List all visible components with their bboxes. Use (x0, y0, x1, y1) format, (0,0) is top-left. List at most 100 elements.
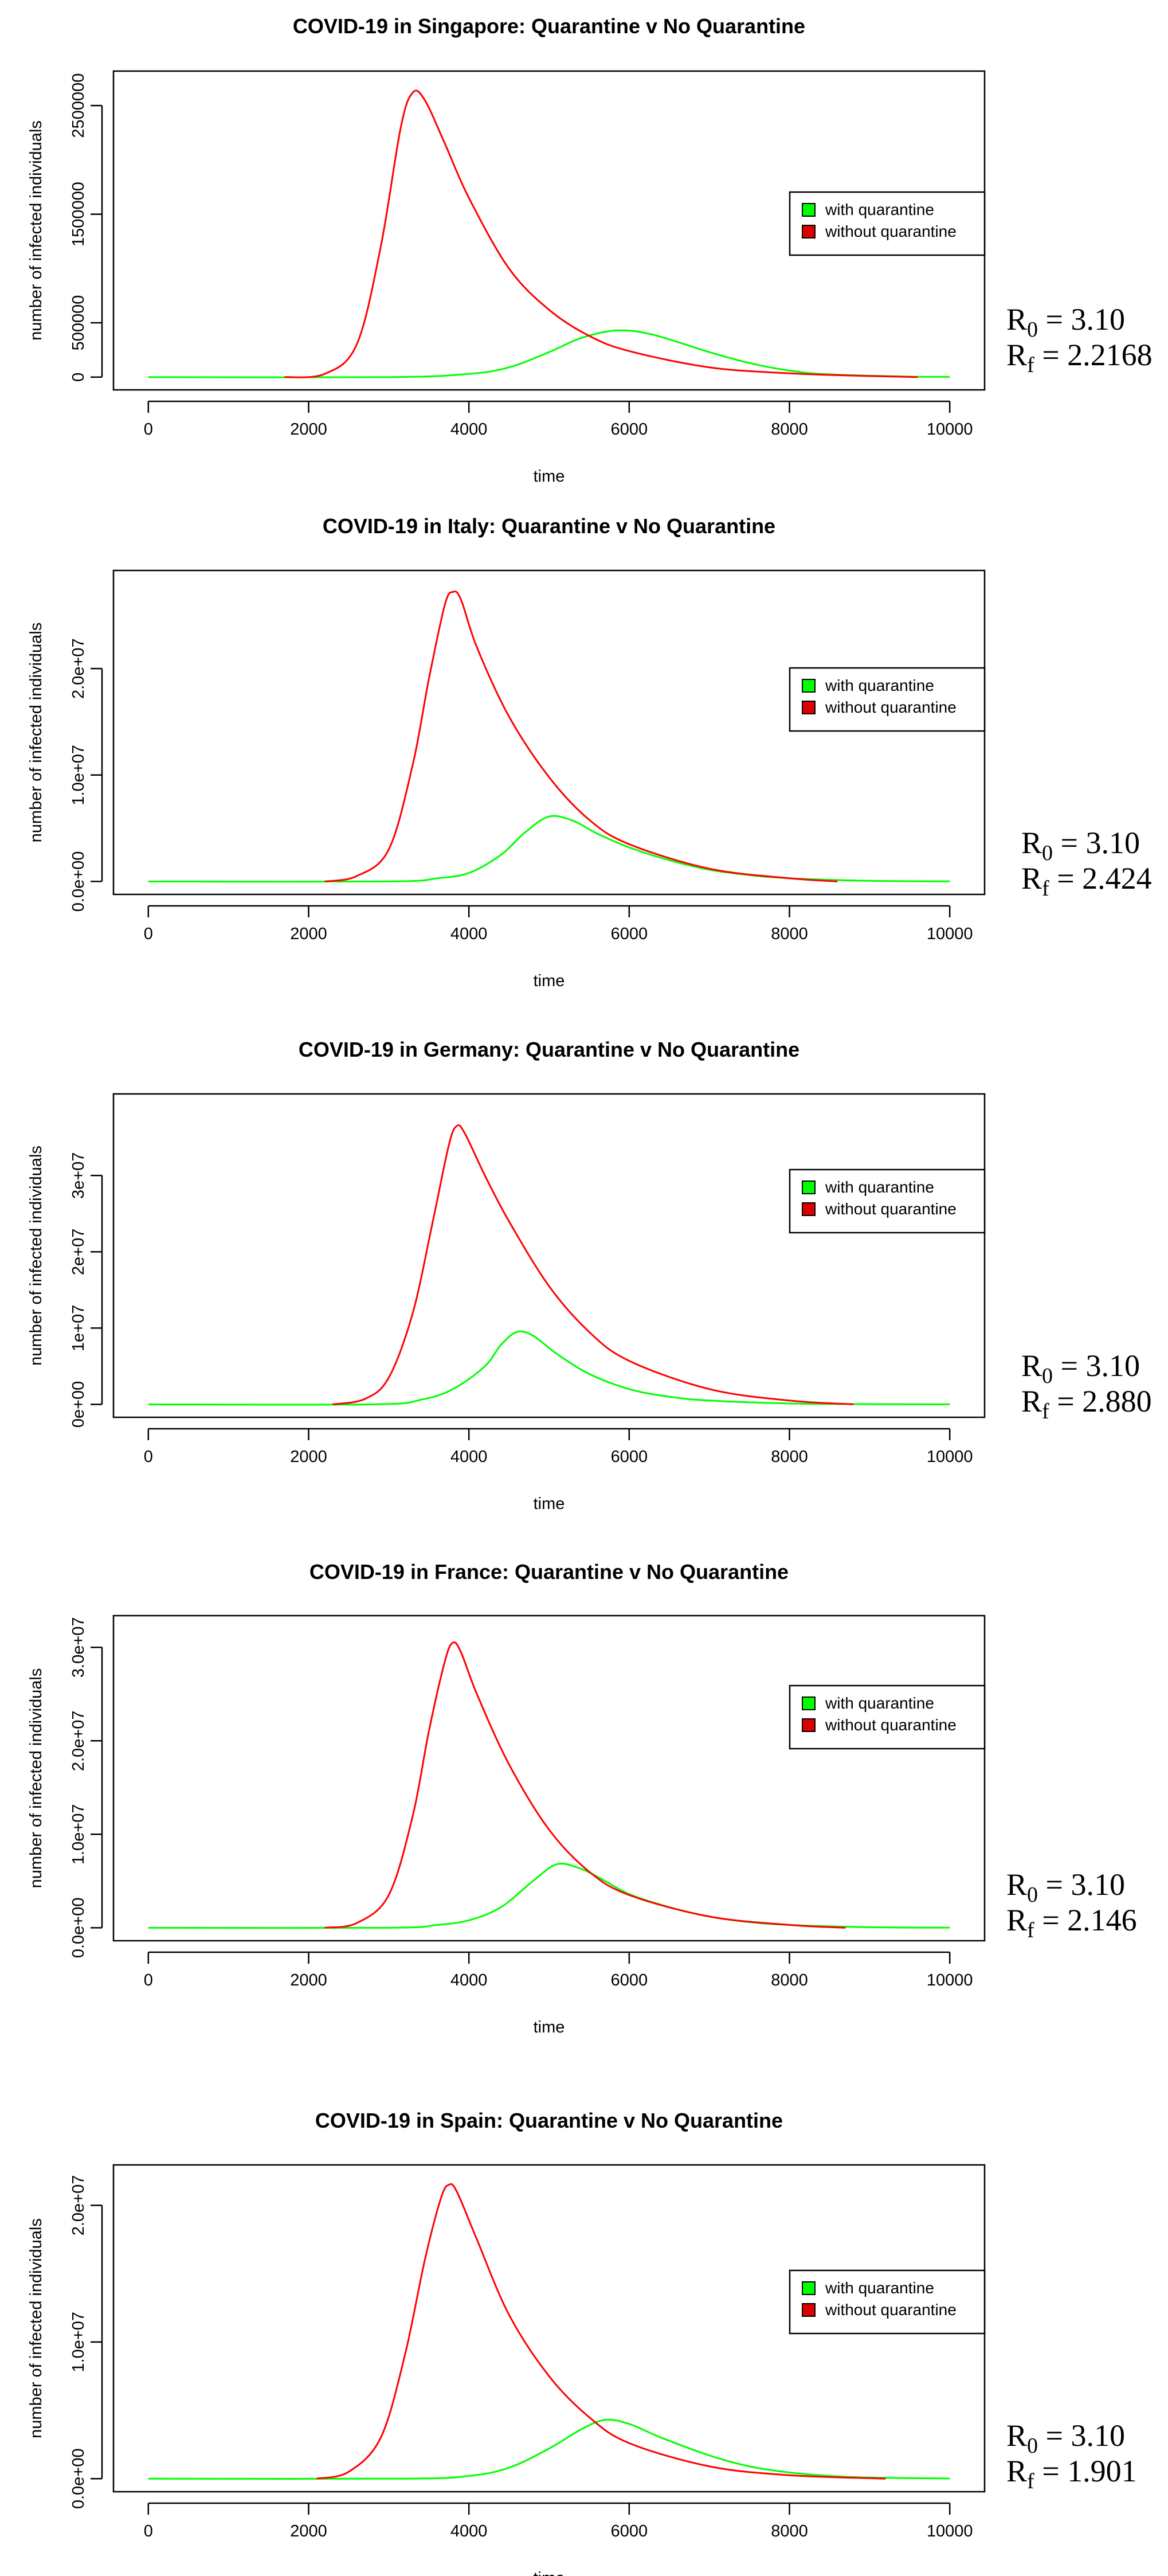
legend: with quarantine without quarantine (789, 1168, 986, 1234)
x-axis: 0 2000 4000 6000 8000 10000 (144, 400, 973, 439)
legend-swatch (802, 1718, 816, 1732)
y-axis: 0e+00 1e+07 2e+07 3e+07 (69, 1152, 103, 1428)
x-tick-label: 10000 (927, 1971, 973, 1989)
series-line-with-quarantine (148, 2418, 950, 2480)
chart-panel-4: COVID-19 in Spain: Quarantine v No Quara… (27, 2109, 1137, 2576)
y-tick-label: 0 (69, 373, 88, 382)
chart-title: COVID-19 in France: Quarantine v No Quar… (309, 1560, 789, 1584)
x-tick-label: 2000 (290, 2522, 327, 2540)
legend-swatch (802, 1202, 816, 1216)
x-axis-label: time (534, 2018, 565, 2036)
y-tick-label: 500000 (69, 295, 88, 351)
x-axis-label: time (534, 972, 565, 990)
x-tick-label: 10000 (927, 925, 973, 943)
y-tick-label: 2.0e+07 (69, 1710, 88, 1771)
legend: with quarantine without quarantine (789, 2269, 986, 2335)
y-axis: 0.0e+00 1.0e+07 2.0e+07 (69, 638, 103, 912)
r0-value: = 3.10 (1038, 2418, 1125, 2453)
chart-title: COVID-19 in Singapore: Quarantine v No Q… (293, 14, 805, 38)
chart-title: COVID-19 in Italy: Quarantine v No Quara… (323, 514, 775, 538)
r0-subscript: 0 (1042, 1364, 1053, 1388)
y-tick-label: 1500000 (69, 182, 88, 247)
series-line-without-quarantine (332, 1124, 854, 1405)
legend-entry: without quarantine (825, 1716, 957, 1734)
rf-symbol: R (1021, 861, 1042, 896)
r0-annotation: R0 = 3.10 (1021, 826, 1140, 865)
plot-frame (112, 1093, 986, 1418)
x-tick-label: 2000 (290, 925, 327, 943)
r0-symbol: R (1021, 1348, 1042, 1383)
series-line-without-quarantine (284, 89, 918, 378)
y-axis: 0.0e+00 1.0e+07 2.0e+07 3.0e+07 (69, 1617, 103, 1958)
legend-entry: without quarantine (825, 2301, 957, 2319)
x-tick-label: 4000 (450, 420, 488, 439)
legend-swatch (802, 2303, 816, 2317)
series-line-without-quarantine (316, 2183, 886, 2480)
rf-value: = 2.880 (1049, 1384, 1152, 1418)
x-tick-label: 0 (144, 420, 153, 439)
plot-frame (112, 1615, 986, 1942)
x-tick-label: 6000 (611, 925, 648, 943)
legend: with quarantine without quarantine (789, 667, 986, 732)
legend-swatch (802, 203, 816, 217)
r0-symbol: R (1021, 826, 1042, 860)
x-tick-label: 8000 (771, 1448, 808, 1466)
rf-value: = 2.146 (1034, 1903, 1137, 1937)
x-axis-label: time (534, 2569, 565, 2576)
chart-panel-0: COVID-19 in Singapore: Quarantine v No Q… (27, 14, 1153, 486)
x-tick-label: 0 (144, 1448, 153, 1466)
r0-subscript: 0 (1042, 841, 1053, 865)
y-tick-label: 3e+07 (69, 1152, 88, 1199)
legend-swatch (802, 2281, 816, 2295)
x-tick-label: 4000 (450, 2522, 488, 2540)
x-tick-label: 0 (144, 925, 153, 943)
x-tick-label: 2000 (290, 1448, 327, 1466)
r0-subscript: 0 (1027, 2434, 1038, 2458)
x-tick-label: 4000 (450, 1448, 488, 1466)
y-tick-label: 2.0e+07 (69, 638, 88, 699)
legend-swatch (802, 1180, 816, 1194)
x-tick-label: 0 (144, 1971, 153, 1989)
x-axis: 0 2000 4000 6000 8000 10000 (144, 1428, 973, 1466)
rf-subscript: f (1042, 1400, 1049, 1424)
series-line-without-quarantine (324, 1641, 846, 1929)
y-tick-label: 0.0e+00 (69, 851, 88, 912)
legend-swatch (802, 679, 816, 693)
rf-annotation: Rf = 2.2168 (1006, 338, 1153, 377)
legend-entry: without quarantine (825, 222, 957, 240)
x-axis: 0 2000 4000 6000 8000 10000 (144, 1951, 973, 1989)
x-tick-label: 2000 (290, 1971, 327, 1989)
x-tick-label: 8000 (771, 420, 808, 439)
chart-panel-2: COVID-19 in Germany: Quarantine v No Qua… (27, 1038, 1152, 1513)
r0-value: = 3.10 (1038, 302, 1125, 337)
r0-symbol: R (1006, 1867, 1027, 1902)
legend-box (789, 2269, 986, 2335)
series-line-with-quarantine (148, 329, 950, 378)
r0-annotation: R0 = 3.10 (1006, 2418, 1125, 2458)
legend-box (789, 667, 986, 732)
chart-title: COVID-19 in Spain: Quarantine v No Quara… (315, 2109, 783, 2132)
rf-symbol: R (1021, 1384, 1042, 1418)
x-tick-label: 0 (144, 2522, 153, 2540)
legend-box (789, 1168, 986, 1234)
plot-frame (112, 569, 986, 896)
x-tick-label: 2000 (290, 420, 327, 439)
y-axis-label: number of infected individuals (27, 623, 45, 843)
rf-subscript: f (1027, 1918, 1034, 1942)
y-axis-label: number of infected individuals (27, 2218, 45, 2438)
legend-entry: with quarantine (825, 1694, 934, 1712)
y-axis-label: number of infected individuals (27, 120, 45, 341)
rf-subscript: f (1042, 877, 1049, 901)
x-axis-label: time (534, 1495, 565, 1513)
legend: with quarantine without quarantine (789, 1684, 986, 1750)
y-tick-label: 1e+07 (69, 1305, 88, 1351)
rf-annotation: Rf = 2.880 (1021, 1384, 1152, 1424)
y-tick-label: 0.0e+00 (69, 1897, 88, 1958)
x-tick-label: 4000 (450, 1971, 488, 1989)
chart-panel-1: COVID-19 in Italy: Quarantine v No Quara… (27, 514, 1152, 990)
y-tick-label: 3.0e+07 (69, 1617, 88, 1678)
rf-subscript: f (1027, 353, 1034, 377)
